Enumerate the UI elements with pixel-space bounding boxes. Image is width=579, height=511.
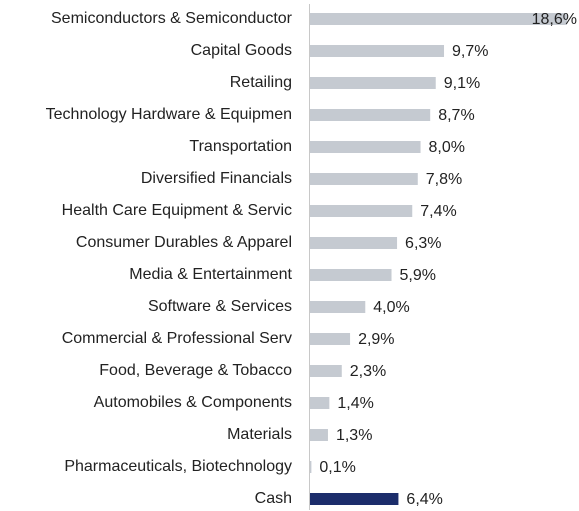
bar	[310, 493, 399, 505]
bar	[310, 109, 431, 121]
bar	[310, 205, 413, 217]
category-label: Retailing	[230, 74, 292, 91]
bar	[310, 45, 445, 57]
bar	[310, 397, 330, 409]
value-label: 18,6%	[532, 11, 577, 28]
value-label: 7,8%	[426, 171, 462, 188]
category-label: Media & Entertainment	[129, 266, 292, 283]
category-label: Automobiles & Components	[94, 394, 292, 411]
category-label: Transportation	[189, 138, 292, 155]
category-label: Consumer Durables & Apparel	[76, 234, 292, 251]
bar	[310, 333, 351, 345]
category-label: Health Care Equipment & Servic	[62, 202, 292, 219]
value-label: 2,9%	[358, 331, 394, 348]
bar	[310, 461, 312, 473]
bar	[310, 301, 366, 313]
category-label: Commercial & Professional Serv	[62, 330, 292, 347]
bar	[310, 173, 418, 185]
value-label: 1,3%	[336, 427, 372, 444]
category-label: Food, Beverage & Tobacco	[99, 362, 292, 379]
value-label: 8,0%	[429, 139, 465, 156]
value-label: 5,9%	[400, 267, 436, 284]
value-label: 9,1%	[444, 75, 480, 92]
category-label: Software & Services	[148, 298, 292, 315]
category-label: Materials	[227, 426, 292, 443]
value-label: 7,4%	[420, 203, 456, 220]
category-label: Pharmaceuticals, Biotechnology	[64, 458, 292, 475]
category-label: Capital Goods	[191, 42, 292, 59]
category-label: Diversified Financials	[141, 170, 292, 187]
category-label: Technology Hardware & Equipmen	[46, 106, 292, 123]
bar	[310, 429, 328, 441]
bar	[310, 13, 567, 25]
value-label: 1,4%	[337, 395, 373, 412]
bar	[310, 365, 342, 377]
category-label: Semiconductors & Semiconductor	[51, 10, 293, 27]
value-label: 9,7%	[452, 43, 488, 60]
bar	[310, 237, 398, 249]
category-label: Cash	[255, 490, 292, 507]
value-label: 2,3%	[350, 363, 386, 380]
bar	[310, 77, 436, 89]
value-label: 6,3%	[405, 235, 441, 252]
bar	[310, 141, 421, 153]
value-label: 4,0%	[373, 299, 409, 316]
bar	[310, 269, 392, 281]
value-label: 8,7%	[438, 107, 474, 124]
value-label: 6,4%	[406, 491, 442, 508]
value-label: 0,1%	[319, 459, 355, 476]
